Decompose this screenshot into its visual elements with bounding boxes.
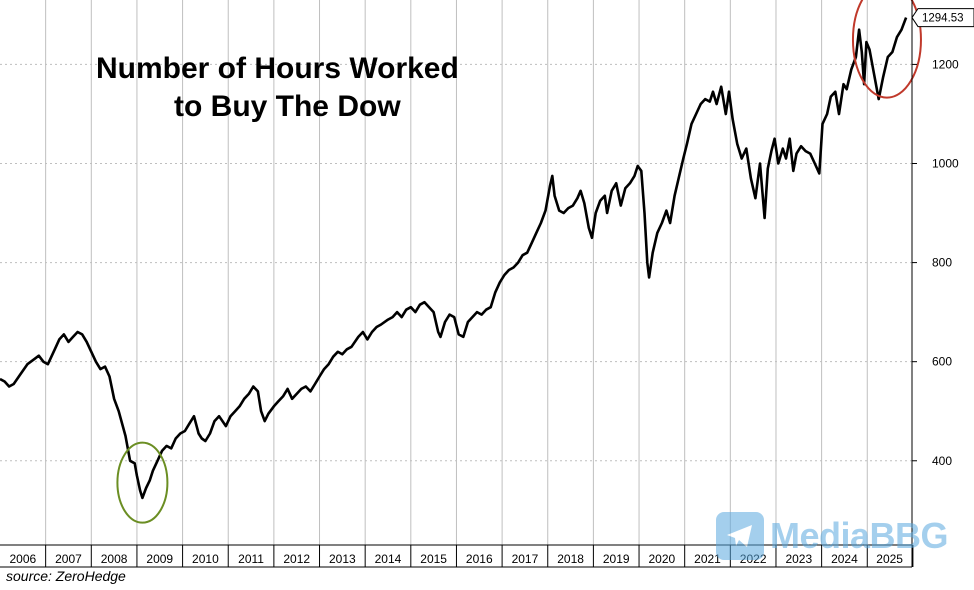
x-tick-label: 2025 <box>876 552 903 566</box>
last-value-box <box>911 8 974 28</box>
series-line <box>0 17 908 500</box>
y-tick-label: 1000 <box>932 157 959 171</box>
y-tick-label: 800 <box>932 256 952 270</box>
x-tick-label: 2008 <box>101 552 128 566</box>
y-tick-label: 600 <box>932 355 952 369</box>
watermark-text: MediaBBG <box>770 515 949 556</box>
x-tick-label: 2009 <box>146 552 173 566</box>
x-tick-label: 2020 <box>649 552 676 566</box>
x-tick-label: 2012 <box>283 552 310 566</box>
y-tick-label: 1200 <box>932 57 959 71</box>
x-tick-label: 2019 <box>603 552 630 566</box>
x-tick-label: 2014 <box>375 552 402 566</box>
green-circle-annotation <box>116 441 169 524</box>
x-tick-label: 2017 <box>512 552 539 566</box>
x-axis: 2006 2007 2008 2009 2010 2011 2012 2013 2014 2015… <box>0 544 914 568</box>
red-circle-annotation <box>851 0 922 99</box>
y-tick-label: 400 <box>932 454 952 468</box>
last-value-label: 1294.53 <box>911 8 974 28</box>
telegram-plane-icon <box>716 512 764 560</box>
x-tick-label: 2011 <box>238 552 264 566</box>
x-tick-label: 2018 <box>557 552 584 566</box>
chart-title: Number of Hours Worked to Buy The Dow <box>96 50 496 126</box>
y-axis: 400 600 800 1000 1200 1294.53 <box>911 0 974 567</box>
x-tick-label: 2016 <box>466 552 493 566</box>
x-tick-label: 2013 <box>329 552 356 566</box>
watermark: MediaBBG <box>716 512 949 560</box>
annotations-layer <box>116 0 922 524</box>
x-tick-label: 2023 <box>785 552 812 566</box>
chart-title-line-2: to Buy The Dow <box>174 90 401 123</box>
x-tick-label: 2021 <box>694 552 721 566</box>
chart-title-line-1: Number of Hours Worked <box>96 52 459 85</box>
x-tick-label: 2006 <box>9 552 36 566</box>
source-caption: source: ZeroHedge <box>6 568 126 584</box>
series-layer <box>0 17 908 500</box>
x-tick-label: 2010 <box>192 552 219 566</box>
x-tick-label: 2007 <box>55 552 82 566</box>
x-tick-label: 2024 <box>831 552 858 566</box>
last-value-text: 1294.53 <box>922 13 964 25</box>
x-tick-label: 2015 <box>420 552 447 566</box>
